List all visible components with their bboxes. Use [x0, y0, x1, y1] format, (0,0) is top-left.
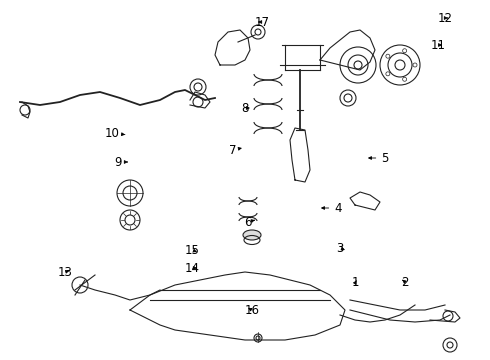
- Text: 16: 16: [245, 303, 260, 316]
- Text: 15: 15: [185, 243, 199, 256]
- Text: 6: 6: [244, 216, 255, 229]
- Text: 8: 8: [241, 102, 249, 114]
- Text: 4: 4: [322, 202, 342, 215]
- Text: 3: 3: [336, 242, 344, 255]
- Text: 13: 13: [57, 266, 73, 279]
- Text: 2: 2: [401, 275, 409, 288]
- Ellipse shape: [243, 230, 261, 240]
- Text: 5: 5: [368, 152, 389, 165]
- Text: 10: 10: [104, 126, 125, 140]
- Text: 9: 9: [114, 156, 127, 168]
- Text: 7: 7: [229, 144, 241, 157]
- Text: 17: 17: [254, 15, 270, 28]
- Text: 12: 12: [438, 12, 452, 24]
- Text: 14: 14: [185, 261, 199, 275]
- Text: 11: 11: [431, 39, 445, 51]
- Text: 1: 1: [351, 276, 359, 289]
